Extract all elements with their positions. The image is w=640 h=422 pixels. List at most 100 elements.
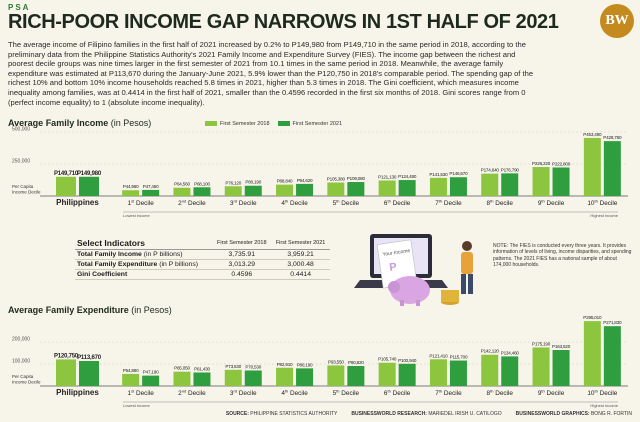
indicator-value-2018: 3,013.29 [212, 259, 272, 270]
data-label: P64,560 [174, 182, 190, 187]
bw-logo: BW [600, 4, 634, 38]
category-label: 4th Decile [281, 199, 308, 208]
category-label: 10th Decile [587, 199, 617, 208]
bar-2021 [603, 141, 621, 196]
bar-2021 [501, 173, 519, 196]
bar-2021 [244, 185, 262, 196]
bar-2018 [378, 180, 396, 196]
indicator-row: Total Family Expenditure (in P billions)… [75, 259, 330, 270]
data-label: P121,130 [378, 174, 397, 179]
indicators-col-2021: First Semester 2021 [271, 237, 330, 250]
data-label: P146,570 [449, 171, 468, 176]
indicator-value-2021: 3,000.48 [271, 259, 330, 270]
bar-2018 [122, 373, 140, 386]
bar-2021 [193, 372, 211, 386]
income-legend-2021-label: First Semester 2021 [292, 121, 343, 127]
category-label: 3rd Decile [230, 199, 257, 208]
y-tick-label: 500,000 [12, 127, 30, 133]
footer-source: SOURCE: PHILIPPINE STATISTICS AUTHORITY [225, 411, 338, 417]
data-label: P80,190 [297, 362, 313, 367]
bar-2018 [481, 354, 499, 386]
bar-2021 [142, 189, 160, 196]
data-label: P76,120 [225, 180, 241, 185]
bar-2021 [347, 366, 365, 386]
lowest-income-label: Lowest income [123, 403, 150, 408]
data-label: P94,620 [297, 178, 313, 183]
footer-graphics: BUSINESSWORLD GRAPHICS: BONG R. FORTIN [515, 411, 632, 417]
bar-2021 [501, 356, 519, 386]
category-label: 1st Decile [128, 389, 155, 398]
category-label: 3rd Decile [230, 389, 257, 398]
category-label: 10th Decile [587, 389, 617, 398]
bar-2018 [429, 359, 447, 386]
indicator-row: Total Family Income (in P billions) 3,73… [75, 249, 330, 260]
data-label: P105,380 [327, 177, 346, 182]
bar-2021 [398, 363, 416, 386]
bar-2018 [583, 321, 601, 386]
indicators-panel: Select Indicators First Semester 2018 Fi… [75, 235, 330, 280]
data-label: P109,080 [347, 176, 366, 181]
bar-2018 [583, 137, 601, 196]
bar-2018 [56, 359, 76, 386]
indicator-label: Total Family Expenditure [77, 261, 158, 268]
data-label: P54,880 [123, 368, 139, 373]
y-tick-label: 100,000 [12, 359, 30, 365]
income-chart-title-text: Average Family Income [8, 118, 109, 128]
data-label: P142,120 [481, 349, 500, 354]
category-label: Philippines [56, 198, 99, 207]
person-icon [462, 241, 472, 251]
bar-2018 [532, 347, 550, 386]
indicators-col-2018: First Semester 2018 [212, 237, 272, 250]
indicator-label: Gini Coefficient [77, 271, 128, 278]
data-label: P271,830 [603, 320, 622, 325]
highest-income-label: Highest income [590, 213, 618, 218]
bar-2018 [122, 190, 140, 196]
bar-2021 [347, 182, 365, 196]
highest-income-label: Highest income [590, 403, 618, 408]
data-label: P428,760 [603, 135, 622, 140]
data-label: P124,480 [398, 174, 417, 179]
data-label: P453,490 [583, 132, 602, 137]
data-label: P149,710 [54, 171, 79, 177]
category-label: 8th Decile [487, 199, 514, 208]
category-label: 1st Decile [128, 199, 155, 208]
category-label: 8th Decile [487, 389, 514, 398]
data-label: P176,790 [501, 167, 520, 172]
category-label: 2nd Decile [178, 389, 206, 398]
lowest-income-label: Lowest income [123, 213, 150, 218]
data-label: P295,010 [583, 315, 602, 320]
indicator-value-2018: 0.4596 [212, 269, 272, 280]
data-label: P175,190 [532, 341, 551, 346]
data-label: P100,940 [398, 358, 417, 363]
paper-title: Your Income [382, 248, 411, 258]
y-tick-label: 200,000 [12, 337, 30, 343]
y-axis-label: Per Capita Income Decile [12, 374, 41, 385]
indicator-unit: (in P billions) [159, 261, 199, 268]
data-label: P47,450 [143, 184, 159, 189]
bar-2018 [327, 365, 345, 386]
piggy-bank-icon [390, 276, 430, 304]
bar-2021 [142, 375, 160, 386]
indicator-unit: (in P billions) [143, 251, 183, 258]
bar-2021 [449, 177, 467, 196]
indicator-value-2021: 0.4414 [271, 269, 330, 280]
data-label: P47,190 [143, 370, 159, 375]
bar-2021 [79, 360, 99, 386]
data-label: P174,640 [481, 168, 500, 173]
indicators-table: Select Indicators First Semester 2018 Fi… [75, 237, 330, 280]
page-title: RICH-POOR INCOME GAP NARROWS IN 1ST HALF… [8, 11, 559, 33]
category-label: Philippines [56, 388, 99, 397]
bar-2021 [449, 360, 467, 386]
bar-2021 [296, 368, 314, 386]
income-chart-unit: (in Pesos) [110, 118, 152, 128]
indicators-header-row: Select Indicators First Semester 2018 Fi… [75, 237, 330, 250]
y-tick-label: 250,000 [12, 159, 30, 165]
bar-2018 [224, 369, 242, 386]
income-legend-2021: First Semester 2021 [277, 121, 343, 127]
data-label: P61,430 [194, 366, 210, 371]
bar-2021 [193, 187, 211, 196]
data-label: P121,410 [429, 353, 448, 358]
bar-2018 [173, 187, 191, 196]
category-label: 7th Decile [435, 389, 462, 398]
